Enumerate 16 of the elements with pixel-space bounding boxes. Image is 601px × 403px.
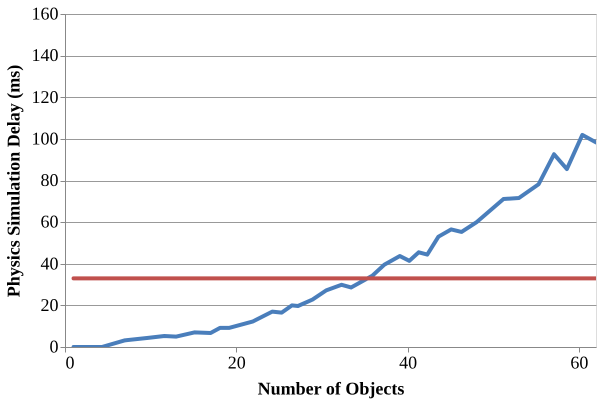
y-tick-label: 0 <box>50 336 58 356</box>
y-tick-label: 40 <box>40 253 58 274</box>
y-tick-label: 20 <box>40 294 58 315</box>
y-tick-label: 80 <box>40 170 58 190</box>
x-axis-title: Number of Objects <box>258 378 404 398</box>
x-tick-label: 40 <box>399 352 418 372</box>
x-tick-label: 20 <box>228 352 246 372</box>
y-tick-label: 100 <box>32 128 58 148</box>
y-tick-label: 140 <box>32 45 58 66</box>
line-series <box>72 132 596 347</box>
y-tick-label: 60 <box>40 212 58 232</box>
y-tick-label: 120 <box>32 86 58 107</box>
x-tick-label: 0 <box>66 352 74 372</box>
y-axis-title: Physics Simulation Delay (ms) <box>4 64 24 298</box>
x-tick-label: 60 <box>570 352 588 372</box>
y-tick-label: 160 <box>32 4 58 24</box>
